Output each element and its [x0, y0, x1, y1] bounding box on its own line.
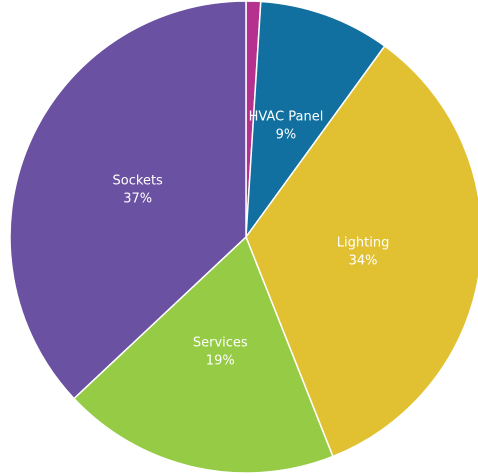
pie-slice: [9, 0, 247, 400]
pie-slice: [72, 235, 334, 474]
slice-value: 34%: [349, 253, 378, 268]
slice-value: 19%: [206, 354, 235, 369]
slice-label: Lighting: [337, 235, 390, 250]
slice-value: 9%: [276, 127, 297, 142]
slice-label: Sockets: [113, 174, 164, 189]
slice-label: HVAC Panel: [249, 109, 324, 124]
pie-slice: [245, 45, 478, 458]
pie-slice: [245, 0, 386, 240]
slice-value: 37%: [123, 192, 152, 207]
slice-label: Services: [193, 336, 248, 351]
